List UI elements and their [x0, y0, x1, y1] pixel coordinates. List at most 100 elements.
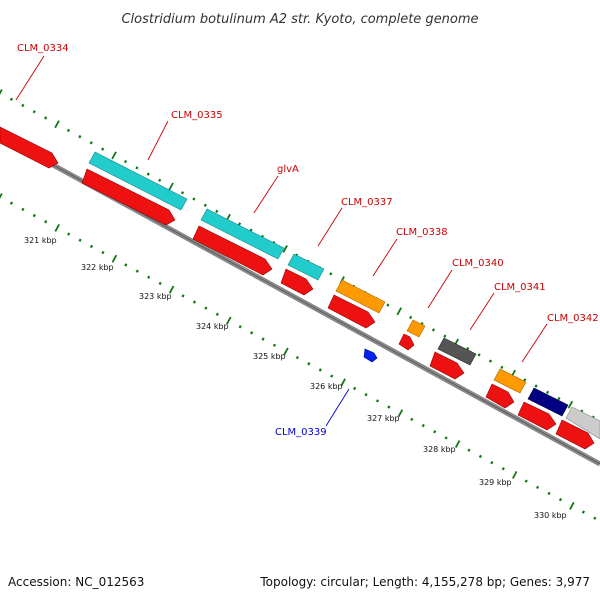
minor-tick: [158, 178, 162, 182]
minor-tick: [330, 374, 334, 378]
cds-arrow-clm0340[interactable]: [398, 333, 415, 351]
cds-arrow-next[interactable]: [555, 419, 595, 450]
minor-tick: [261, 337, 265, 341]
gene-labels: CLM_0334 CLM_0335 glvA CLM_0337 CLM_0338…: [17, 43, 599, 438]
gene-label[interactable]: CLM_0337: [341, 197, 393, 208]
minor-tick: [32, 213, 36, 218]
scale-tick-label: 323 kbp: [139, 292, 172, 301]
minor-tick: [124, 263, 128, 267]
gene-label[interactable]: glvA: [277, 164, 299, 175]
minor-tick: [203, 203, 207, 207]
cds-arrow-clm0334[interactable]: [0, 126, 59, 169]
minor-tick: [9, 201, 14, 205]
gene-features: [88, 151, 600, 440]
major-tick: [283, 347, 289, 356]
cds-arrow-clm0338[interactable]: [327, 294, 376, 329]
gene-block-clm0341[interactable]: [493, 368, 527, 394]
minor-tick: [21, 207, 25, 212]
minor-tick: [478, 454, 482, 459]
major-tick: [111, 254, 118, 263]
minor-tick: [192, 197, 196, 201]
minor-tick: [386, 303, 390, 307]
minor-tick: [147, 275, 151, 279]
minor-tick: [307, 362, 311, 366]
gene-block-clm0342[interactable]: [527, 387, 569, 417]
minor-tick: [444, 436, 448, 440]
minor-tick: [523, 378, 527, 382]
scale-tick-label: 328 kbp: [423, 445, 456, 454]
gene-label[interactable]: CLM_0342: [547, 313, 599, 324]
minor-tick: [238, 325, 242, 329]
cds-arrow-clm0339[interactable]: [363, 348, 378, 363]
minor-tick: [135, 269, 139, 273]
major-tick: [111, 151, 117, 160]
scale-tick-label: 321 kbp: [24, 236, 57, 245]
minor-tick: [101, 250, 105, 255]
gene-label[interactable]: CLM_0338: [396, 227, 448, 238]
minor-tick: [295, 355, 299, 360]
gene-block-clm0337[interactable]: [287, 253, 325, 281]
minor-tick: [534, 384, 538, 388]
major-tick: [54, 120, 60, 129]
map-title: Clostridium botulinum A2 str. Kyoto, com…: [121, 12, 478, 27]
cds-arrow-clm0335[interactable]: [81, 168, 176, 226]
lower-tick-line: [0, 193, 597, 520]
minor-tick: [272, 343, 277, 347]
cds-arrow-clm0342[interactable]: [517, 401, 557, 431]
minor-tick: [593, 516, 597, 520]
gene-block-next[interactable]: [565, 406, 600, 440]
major-tick: [168, 285, 175, 294]
minor-tick: [32, 110, 36, 114]
minor-tick: [215, 209, 219, 214]
major-tick: [396, 307, 402, 316]
minor-tick: [433, 430, 437, 434]
scale-tick-label: 329 kbp: [479, 478, 512, 487]
gene-block-clm0340[interactable]: [406, 319, 426, 338]
cds-arrow-clm0341[interactable]: [485, 383, 515, 409]
minor-tick: [329, 272, 333, 276]
minor-tick: [192, 300, 197, 304]
minor-tick: [387, 405, 391, 409]
minor-tick: [443, 334, 447, 338]
gene-label[interactable]: CLM_0335: [171, 110, 223, 121]
gene-block-clm0338[interactable]: [335, 279, 386, 314]
cds-arrow-clm0340b[interactable]: [429, 351, 465, 380]
major-tick: [0, 89, 3, 95]
cds-arrow-glva[interactable]: [192, 225, 273, 276]
minor-tick: [477, 353, 481, 357]
minor-tick: [410, 417, 414, 422]
minor-tick: [536, 485, 540, 490]
minor-tick: [524, 479, 528, 483]
minor-tick: [488, 359, 493, 363]
scale-tick-labels: 321 kbp 322 kbp 323 kbp 324 kbp 325 kbp …: [24, 236, 567, 520]
gene-block-glva[interactable]: [200, 208, 285, 260]
minor-tick: [180, 191, 185, 195]
gene-label[interactable]: CLM_0341: [494, 282, 546, 293]
minor-tick: [581, 510, 585, 514]
minor-tick: [557, 396, 561, 401]
scale-tick-label: 325 kbp: [253, 352, 286, 361]
scale-tick-label: 330 kbp: [534, 511, 567, 520]
minor-tick: [500, 365, 504, 370]
cds-arrow-clm0337[interactable]: [280, 268, 314, 296]
upper-tick-line: [0, 89, 595, 419]
minor-tick: [501, 467, 505, 471]
major-tick: [454, 440, 461, 449]
scale-tick-label: 326 kbp: [310, 382, 343, 391]
major-tick: [512, 470, 518, 479]
gene-block-clm0335[interactable]: [88, 151, 188, 211]
gene-label[interactable]: CLM_0334: [17, 43, 69, 54]
minor-tick: [21, 103, 25, 108]
gene-label[interactable]: CLM_0340: [452, 258, 504, 269]
major-tick: [226, 316, 232, 325]
minor-tick: [44, 116, 48, 120]
gene-label[interactable]: CLM_0339: [275, 427, 327, 438]
minor-tick: [135, 166, 139, 170]
gene-block-clm0340b[interactable]: [437, 337, 477, 366]
label-leaders: [15, 55, 548, 427]
scale-tick-label: 327 kbp: [367, 414, 400, 423]
major-tick: [569, 501, 575, 510]
minor-tick: [123, 159, 128, 164]
minor-tick: [67, 232, 71, 236]
